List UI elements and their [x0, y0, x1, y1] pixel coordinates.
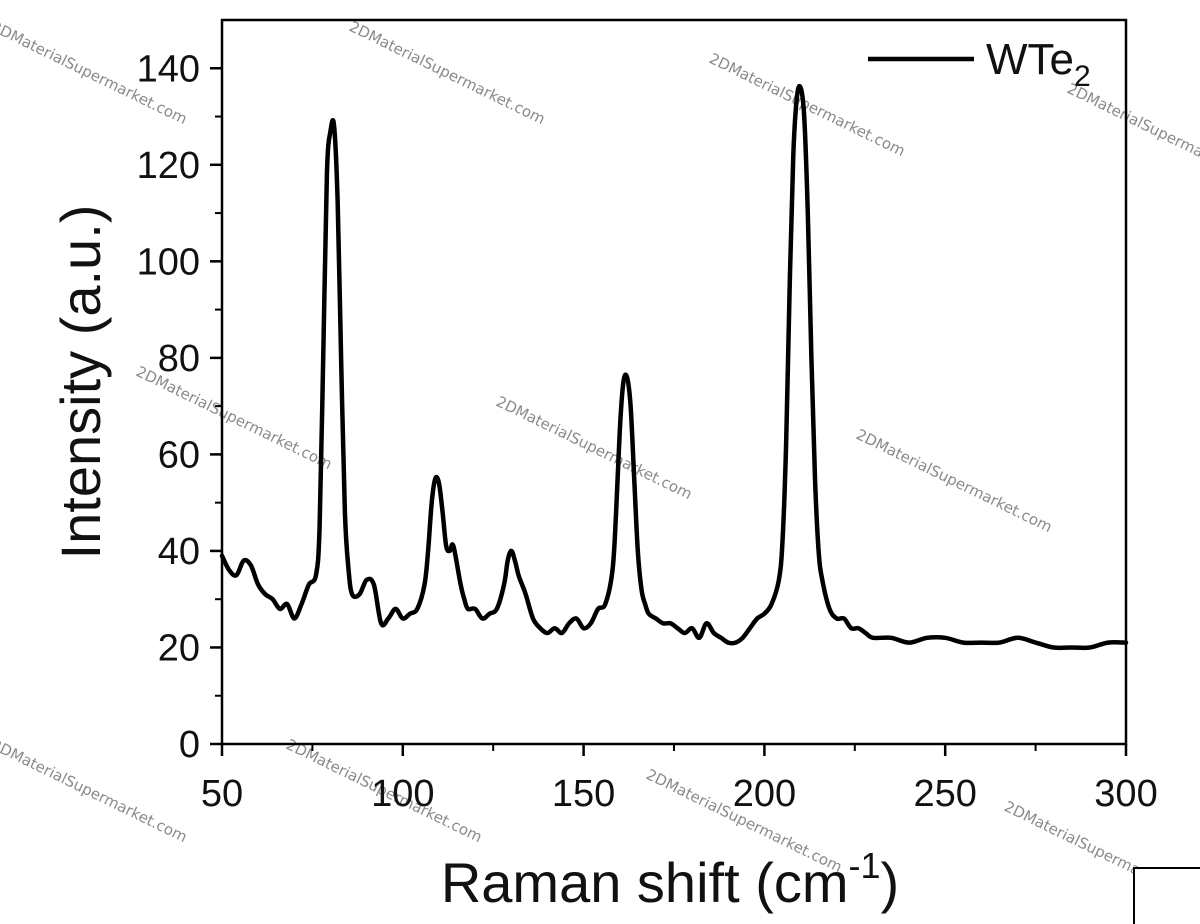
- y-axis-label: Intensity (a.u.): [49, 205, 112, 560]
- x-axis-label: Raman shift (cm-1): [441, 845, 899, 914]
- watermark-text: 2DMaterialSupermarket.com: [0, 735, 190, 846]
- x-tick-label: 50: [201, 773, 243, 815]
- series-line-wte2: [219, 83, 1129, 651]
- y-tick-label: 100: [137, 241, 200, 283]
- y-tick-label: 80: [158, 338, 200, 380]
- y-axis-tick-labels: 0 20 40 60 80 100 120 140: [137, 48, 200, 766]
- x-tick-label: 300: [1094, 773, 1157, 815]
- x-tick-label: 250: [913, 773, 976, 815]
- plot-frame: [220, 18, 1128, 746]
- watermark-text: 2DMaterialSupermarket.com: [493, 392, 695, 503]
- x-axis-ticks: [220, 744, 1128, 756]
- watermark-text: 2DMaterialSupermarket.com: [853, 425, 1055, 536]
- y-tick-label: 60: [158, 434, 200, 476]
- legend-label: WTe2: [986, 35, 1091, 93]
- legend: WTe2: [868, 35, 1091, 93]
- corner-box: [1133, 867, 1200, 924]
- x-tick-label: 200: [733, 773, 796, 815]
- watermark-text: 2DMaterialSupermarket.com: [346, 17, 548, 128]
- y-tick-label: 120: [137, 145, 200, 187]
- x-tick-label: 100: [371, 773, 434, 815]
- y-tick-label: 0: [179, 724, 200, 766]
- y-axis-ticks: [210, 67, 222, 746]
- y-tick-label: 140: [137, 48, 200, 90]
- x-axis-tick-labels: 50 100 150 200 250 300: [201, 773, 1158, 815]
- y-tick-label: 20: [158, 627, 200, 669]
- y-tick-label: 40: [158, 531, 200, 573]
- watermark-text: 2DMaterialSupermarket.com: [1064, 79, 1200, 190]
- x-tick-label: 150: [552, 773, 615, 815]
